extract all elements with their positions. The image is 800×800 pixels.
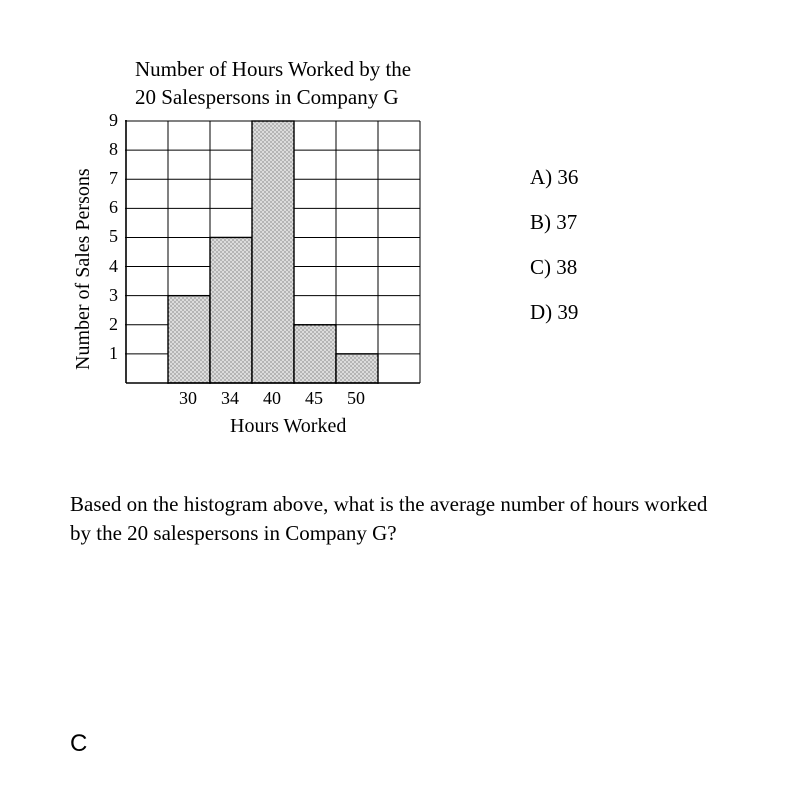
plot-area [125,120,421,384]
x-tick-label: 34 [221,388,239,409]
answer-key: C [70,730,87,758]
answer-choices: A) 36 B) 37 C) 38 D) 39 [530,155,578,336]
x-tick-label: 50 [347,388,365,409]
chart-title: Number of Hours Worked by the 20 Salespe… [135,55,411,112]
x-tick-label: 30 [179,388,197,409]
chart-title-line2: 20 Salespersons in Company G [135,83,411,111]
chart-title-line1: Number of Hours Worked by the [135,55,411,83]
y-tick-label: 4 [100,256,118,277]
y-axis-label: Number of Sales Persons [72,168,95,370]
answer-choice-b: B) 37 [530,200,578,245]
y-tick-label: 1 [100,343,118,364]
y-tick-label: 9 [100,110,118,131]
histogram-bar [210,237,252,383]
y-tick-label: 5 [100,226,118,247]
answer-choice-d: D) 39 [530,290,578,335]
y-tick-label: 7 [100,168,118,189]
answer-choice-c: C) 38 [530,245,578,290]
histogram-bar [336,354,378,383]
histogram-bar [168,296,210,383]
answer-choice-a: A) 36 [530,155,578,200]
y-tick-label: 6 [100,197,118,218]
x-tick-label: 45 [305,388,323,409]
y-tick-label: 2 [100,314,118,335]
histogram-bar [252,121,294,383]
question-text: Based on the histogram above, what is th… [70,490,710,549]
histogram-bar [294,325,336,383]
y-tick-label: 8 [100,139,118,160]
x-tick-label: 40 [263,388,281,409]
x-axis-label: Hours Worked [230,415,346,438]
y-tick-label: 3 [100,285,118,306]
